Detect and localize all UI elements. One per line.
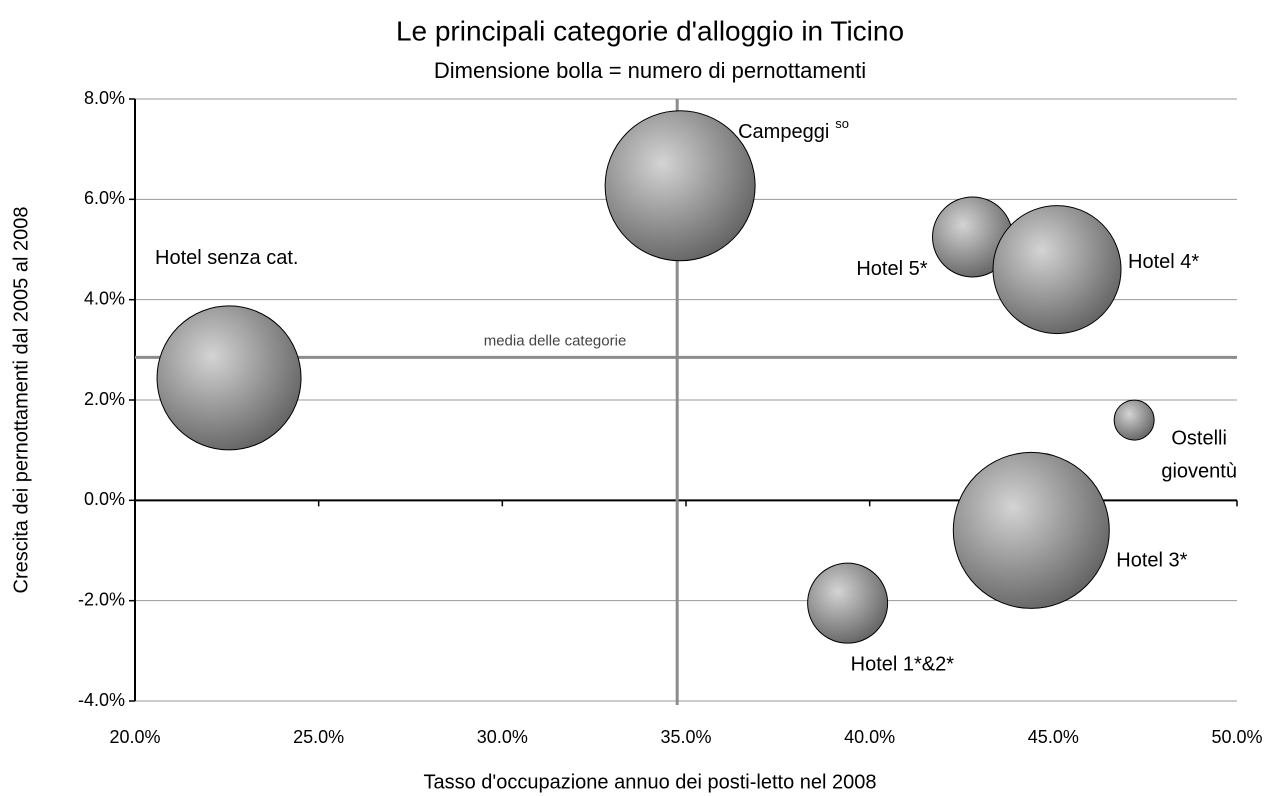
bubble [952, 451, 1110, 609]
y-tick-label: 8.0% [84, 88, 125, 108]
x-axis-label: Tasso d'occupazione annuo dei posti-lett… [423, 771, 876, 793]
x-tick-label: 35.0% [660, 727, 711, 747]
bubble [992, 205, 1122, 335]
y-tick-label: 2.0% [84, 389, 125, 409]
y-tick-label: -2.0% [78, 589, 125, 609]
bubble-label: Ostelli [1171, 427, 1227, 449]
x-tick-label: 50.0% [1211, 727, 1262, 747]
bubble [807, 562, 889, 644]
y-axis-label: Crescita dei pernottamenti dal 2005 al 2… [10, 207, 32, 594]
y-tick-label: 0.0% [84, 489, 125, 509]
chart-subtitle: Dimensione bolla = numero di pernottamen… [434, 58, 866, 83]
x-tick-label: 20.0% [109, 727, 160, 747]
x-tick-label: 45.0% [1028, 727, 1079, 747]
bubble-label: Hotel 3* [1116, 550, 1187, 572]
bubble-label: Hotel senza cat. [155, 247, 298, 269]
x-tick-label: 25.0% [293, 727, 344, 747]
bubble-label: Hotel 1*&2* [851, 653, 955, 675]
x-tick-label: 40.0% [844, 727, 895, 747]
bubble-label-sup: so [835, 116, 849, 131]
bubble-label: Hotel 5* [856, 258, 927, 280]
bubble [604, 110, 756, 262]
x-tick-label: 30.0% [477, 727, 528, 747]
bubble [156, 305, 302, 451]
y-tick-label: 6.0% [84, 188, 125, 208]
bubble-label: gioventù [1161, 460, 1237, 482]
bubble-label: Hotel 4* [1128, 251, 1199, 273]
mean-label: media delle categorie [484, 332, 627, 349]
bubble [1113, 399, 1155, 441]
y-tick-label: 4.0% [84, 288, 125, 308]
chart-title: Le principali categorie d'alloggio in Ti… [396, 15, 904, 46]
bubble-label: Campeggi [738, 121, 829, 143]
y-tick-label: -4.0% [78, 690, 125, 710]
